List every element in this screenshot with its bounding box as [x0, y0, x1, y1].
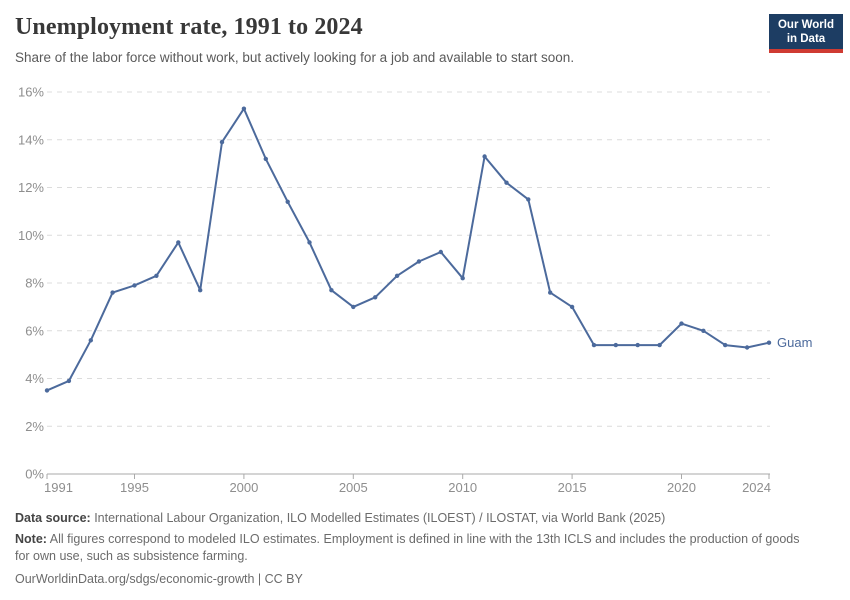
data-point — [329, 288, 334, 293]
logo-text-line2: in Data — [786, 33, 826, 45]
data-line — [46, 107, 770, 392]
data-point — [198, 288, 203, 293]
note-text: All figures correspond to modeled ILO es… — [15, 532, 800, 563]
data-points — [44, 106, 772, 393]
x-tick-label: 2015 — [558, 480, 587, 495]
owid-logo-stripe — [769, 49, 843, 53]
data-point — [635, 342, 640, 348]
y-tick-label: 10% — [18, 228, 44, 243]
y-gridlines — [47, 91, 770, 427]
data-point — [241, 106, 247, 111]
data-point — [219, 139, 225, 145]
chart-header: Unemployment rate, 1991 to 2024 Share of… — [15, 14, 755, 65]
data-point — [504, 180, 509, 185]
datasource-line: Data source: International Labour Organi… — [15, 510, 803, 527]
data-point — [416, 259, 422, 264]
x-axis: 1991 1995 2000 2005 2010 2015 2020 2024 — [44, 473, 771, 495]
citation-url[interactable]: OurWorldinData.org/sdgs/economic-growth — [15, 572, 255, 586]
datasource-text: International Labour Organization, ILO M… — [90, 511, 666, 525]
citation-line: OurWorldinData.org/sdgs/economic-growth … — [15, 571, 803, 588]
x-tick-label: 2010 — [448, 480, 477, 495]
data-point — [591, 342, 597, 348]
data-point — [132, 283, 137, 288]
data-point — [110, 290, 115, 295]
citation-license: CC BY — [264, 572, 303, 586]
note-line: Note: All figures correspond to modeled … — [15, 531, 803, 565]
logo-text-line1: Our World — [777, 19, 834, 31]
y-tick-label: 6% — [25, 323, 44, 338]
y-tick-label: 14% — [18, 132, 44, 147]
data-point — [176, 240, 181, 245]
y-tick-label: 4% — [25, 371, 44, 386]
x-tick-label: 2000 — [229, 480, 258, 495]
chart-footer: Data source: International Labour Organi… — [15, 510, 803, 592]
data-point — [44, 388, 50, 393]
data-point — [373, 295, 378, 300]
x-tick-label: 2020 — [667, 480, 696, 495]
data-point — [744, 345, 750, 350]
y-axis-labels: 0% 2% 4% 6% 8% 10% 12% 14% 16% — [18, 85, 44, 482]
data-point — [263, 156, 268, 162]
data-point — [307, 240, 312, 245]
x-tick-label: 2005 — [339, 480, 368, 495]
data-point — [154, 273, 159, 278]
line-chart[interactable]: 0% 2% 4% 6% 8% 10% 12% 14% 16% 1991 1995 2000 2005 20… — [0, 80, 850, 505]
y-tick-label: 8% — [25, 276, 44, 291]
datasource-label: Data source: — [15, 511, 91, 525]
data-point — [460, 276, 465, 281]
x-tick-label: 1991 — [44, 480, 73, 495]
owid-logo[interactable]: Our World in Data — [769, 14, 843, 53]
data-point — [526, 197, 531, 202]
data-point — [88, 338, 94, 343]
note-label: Note: — [15, 532, 47, 546]
data-point — [438, 249, 443, 255]
y-tick-label: 12% — [18, 180, 44, 195]
data-point — [285, 199, 290, 204]
citation-separator: | — [254, 572, 265, 586]
data-point — [679, 321, 684, 326]
data-point — [701, 328, 706, 333]
data-point — [613, 342, 618, 348]
page-subtitle: Share of the labor force without work, b… — [15, 50, 575, 65]
data-point — [548, 290, 553, 295]
y-tick-label: 0% — [25, 467, 44, 482]
y-tick-label: 2% — [25, 419, 44, 434]
y-tick-label: 16% — [18, 85, 44, 100]
x-tick-label: 1995 — [120, 480, 149, 495]
data-point — [394, 273, 400, 278]
owid-logo-box: Our World in Data — [769, 14, 843, 49]
data-point — [657, 342, 662, 348]
x-tick-label: 2024 — [742, 480, 771, 495]
data-point — [482, 154, 487, 159]
data-point — [569, 304, 575, 310]
series-end-label[interactable]: Guam — [777, 335, 812, 350]
data-point — [66, 378, 72, 384]
page-title: Unemployment rate, 1991 to 2024 — [15, 14, 363, 40]
data-point — [351, 304, 356, 310]
data-point — [723, 342, 728, 348]
data-point — [766, 340, 772, 345]
